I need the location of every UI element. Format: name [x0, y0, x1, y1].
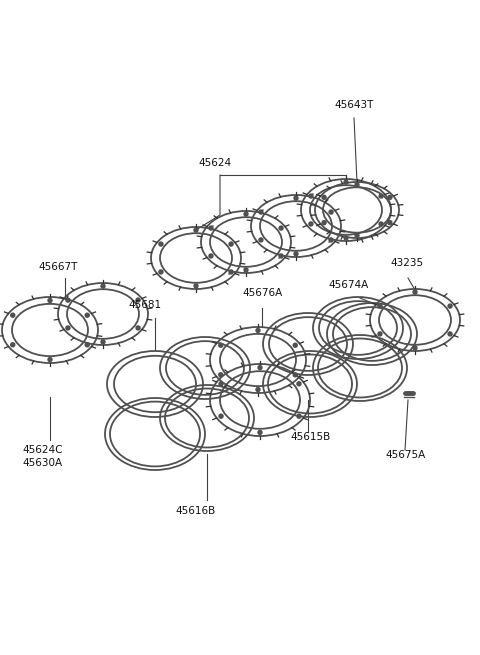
Circle shape	[259, 238, 263, 242]
Circle shape	[194, 284, 198, 288]
Circle shape	[11, 313, 15, 317]
Circle shape	[101, 284, 105, 288]
Circle shape	[136, 326, 140, 330]
Circle shape	[355, 183, 359, 187]
Circle shape	[279, 226, 283, 230]
Circle shape	[66, 326, 70, 330]
Circle shape	[322, 221, 326, 225]
Text: 45624C: 45624C	[22, 445, 62, 455]
Circle shape	[379, 194, 383, 198]
Circle shape	[259, 210, 263, 214]
Circle shape	[244, 212, 248, 216]
Circle shape	[136, 298, 140, 302]
Circle shape	[322, 195, 326, 199]
Circle shape	[329, 210, 333, 214]
Circle shape	[85, 313, 89, 317]
Circle shape	[85, 343, 89, 346]
Circle shape	[297, 382, 301, 386]
Circle shape	[101, 340, 105, 344]
Circle shape	[344, 180, 348, 184]
Circle shape	[448, 304, 452, 308]
Circle shape	[378, 304, 382, 308]
Circle shape	[66, 298, 70, 302]
Circle shape	[309, 222, 313, 226]
Circle shape	[294, 252, 298, 256]
Circle shape	[244, 268, 248, 272]
Circle shape	[194, 228, 198, 232]
Text: 45681: 45681	[128, 300, 161, 310]
Circle shape	[159, 242, 163, 246]
Circle shape	[159, 270, 163, 274]
Circle shape	[293, 373, 297, 377]
Circle shape	[279, 254, 283, 258]
Circle shape	[379, 222, 383, 226]
Circle shape	[209, 254, 213, 258]
Circle shape	[293, 343, 297, 347]
Circle shape	[344, 236, 348, 240]
Text: 45667T: 45667T	[38, 262, 77, 272]
Text: 45624: 45624	[198, 158, 231, 168]
Text: 45675A: 45675A	[385, 450, 425, 460]
Text: 45674A: 45674A	[328, 280, 368, 290]
Circle shape	[48, 299, 52, 303]
Text: 45616B: 45616B	[175, 506, 215, 516]
Circle shape	[219, 382, 223, 386]
Text: 45630A: 45630A	[22, 458, 62, 468]
Circle shape	[48, 358, 52, 362]
Circle shape	[378, 332, 382, 336]
Circle shape	[309, 194, 313, 198]
Text: 45615B: 45615B	[290, 432, 330, 442]
Circle shape	[229, 242, 233, 246]
Circle shape	[388, 195, 392, 199]
Circle shape	[355, 233, 359, 237]
Text: 45676A: 45676A	[242, 288, 282, 298]
Circle shape	[297, 414, 301, 418]
Circle shape	[209, 226, 213, 230]
Circle shape	[256, 388, 260, 392]
Text: 45643T: 45643T	[334, 100, 374, 110]
Circle shape	[256, 328, 260, 333]
Circle shape	[413, 346, 417, 350]
Text: 43235: 43235	[390, 258, 423, 268]
Circle shape	[11, 343, 15, 346]
Circle shape	[219, 373, 223, 377]
Circle shape	[413, 290, 417, 294]
Circle shape	[258, 430, 262, 434]
Circle shape	[388, 221, 392, 225]
Circle shape	[448, 332, 452, 336]
Circle shape	[329, 238, 333, 242]
Circle shape	[294, 196, 298, 200]
Circle shape	[229, 270, 233, 274]
Circle shape	[219, 343, 223, 347]
Circle shape	[258, 365, 262, 369]
Circle shape	[219, 414, 223, 418]
